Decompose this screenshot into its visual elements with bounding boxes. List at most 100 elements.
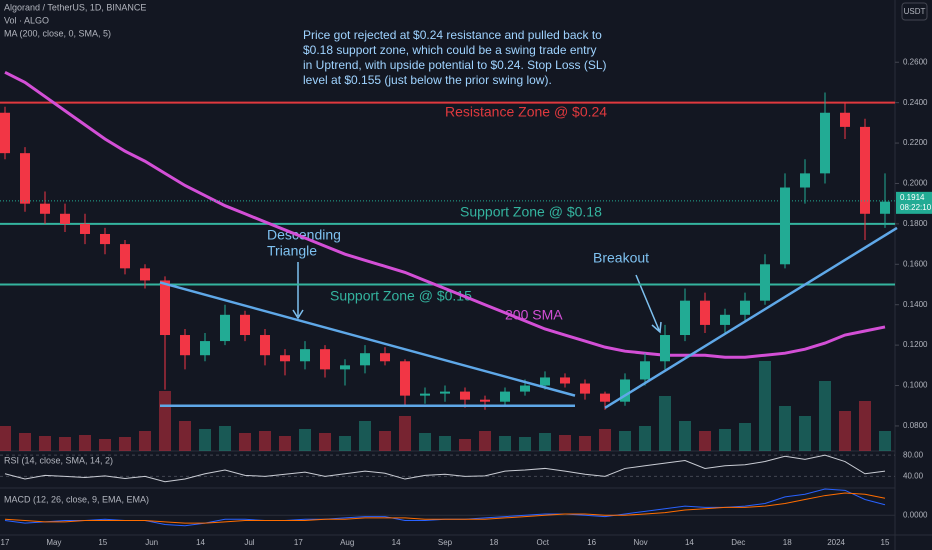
- volume-bar: [379, 431, 391, 451]
- candle-body: [240, 314, 250, 336]
- macd-line: [4, 492, 886, 524]
- volume-bar: [639, 426, 651, 451]
- x-tick-label: 14: [196, 538, 205, 547]
- volume-bar: [299, 429, 311, 451]
- symbol-title: Algorand / TetherUS, 1D, BINANCE: [4, 2, 146, 12]
- x-tick-label: 14: [685, 538, 694, 547]
- x-tick-label: 17: [1, 538, 10, 547]
- volume-bar: [99, 439, 111, 451]
- annotation-line: $0.18 support zone, which could be a swi…: [303, 43, 597, 57]
- rsi-label: RSI (14, close, SMA, 14, 2): [4, 455, 113, 465]
- candle-body: [180, 335, 190, 356]
- volume-bar: [139, 431, 151, 451]
- pattern-label: Descending: [267, 227, 341, 243]
- price-tag-label: 0.1914: [900, 193, 925, 202]
- volume-bar: [359, 421, 371, 451]
- volume-bar: [59, 437, 71, 451]
- volume-bar: [419, 433, 431, 451]
- volume-bar: [159, 391, 171, 451]
- candle-body: [320, 349, 330, 370]
- level-label: Resistance Zone @ $0.24: [445, 104, 607, 120]
- volume-bar: [839, 411, 851, 451]
- ma-line: [4, 70, 886, 359]
- volume-bar: [39, 436, 51, 451]
- macd-tick-label: 0.0000: [903, 510, 928, 519]
- x-tick-label: 14: [392, 538, 401, 547]
- volume-bar: [259, 431, 271, 451]
- y-tick-label: 0.1200: [903, 340, 928, 349]
- candle-body: [620, 379, 630, 402]
- volume-bar: [219, 426, 231, 451]
- volume-bar: [399, 416, 411, 451]
- volume-bar: [459, 439, 471, 451]
- annotation-line: Price got rejected at $0.24 resistance a…: [303, 28, 602, 42]
- candle-body: [680, 300, 690, 336]
- volume-bar: [819, 381, 831, 451]
- volume-bar: [499, 436, 511, 451]
- candle-body: [480, 399, 490, 402]
- candle-body: [760, 264, 770, 301]
- ma-name: 200 SMA: [505, 307, 563, 323]
- candle-body: [600, 393, 610, 402]
- y-tick-label: 0.0800: [903, 421, 928, 430]
- candle-body: [700, 300, 710, 325]
- arrow-head: [292, 309, 304, 320]
- y-tick-label: 0.1800: [903, 219, 928, 228]
- candle-body: [400, 361, 410, 396]
- candle-body: [840, 112, 850, 127]
- volume-bar: [739, 423, 751, 451]
- candle-body: [60, 213, 70, 224]
- candle-body: [660, 335, 670, 362]
- x-tick-label: Dec: [731, 538, 745, 547]
- level-label: Support Zone @ $0.15: [330, 288, 472, 304]
- rsi-line: [4, 454, 886, 483]
- candle-body: [780, 187, 790, 265]
- x-tick-label: Nov: [633, 538, 647, 547]
- volume-bar: [0, 426, 11, 451]
- candle-body: [40, 203, 50, 214]
- candle-body: [380, 353, 390, 362]
- trendline: [604, 226, 898, 409]
- volume-bar: [879, 431, 891, 451]
- volume-bar: [439, 436, 451, 451]
- volume-bar: [759, 361, 771, 451]
- candle-body: [280, 355, 290, 362]
- candle-body: [800, 173, 810, 188]
- rsi-tick-label: 80.00: [903, 450, 924, 459]
- y-tick-label: 0.1400: [903, 300, 928, 309]
- currency-label[interactable]: USDT: [904, 7, 926, 16]
- candle-body: [880, 201, 890, 214]
- candle-body: [860, 126, 870, 214]
- annotation-line: level at $0.155 (just below the prior sw…: [303, 73, 552, 87]
- volume-bar: [719, 429, 731, 451]
- volume-bar: [479, 431, 491, 451]
- annotation-line: in Uptrend, with upside potential to $0.…: [303, 58, 607, 72]
- x-tick-label: Sep: [438, 538, 453, 547]
- candle-body: [160, 280, 170, 336]
- x-tick-label: 15: [98, 538, 107, 547]
- x-tick-label: Jul: [244, 538, 254, 547]
- x-tick-label: 16: [587, 538, 596, 547]
- volume-bar: [279, 436, 291, 451]
- level-label: Support Zone @ $0.18: [460, 204, 602, 220]
- volume-bar: [779, 406, 791, 451]
- candle-body: [520, 385, 530, 392]
- currency-button[interactable]: [901, 2, 928, 21]
- candle-body: [360, 353, 370, 366]
- volume-bar: [519, 437, 531, 451]
- candle-body: [80, 223, 90, 234]
- y-tick-label: 0.1600: [903, 259, 928, 268]
- y-tick-label: 0.2600: [903, 57, 928, 66]
- candle-body: [820, 112, 830, 174]
- volume-bar: [559, 435, 571, 451]
- volume-bar: [179, 421, 191, 451]
- y-tick-label: 0.2000: [903, 179, 928, 188]
- candle-body: [420, 393, 430, 396]
- candle-body: [200, 341, 210, 356]
- volume-bar: [19, 433, 31, 451]
- annotation: Price got rejected at $0.24 resistance a…: [303, 28, 607, 87]
- candle-body: [0, 112, 10, 154]
- volume-bar: [339, 436, 351, 451]
